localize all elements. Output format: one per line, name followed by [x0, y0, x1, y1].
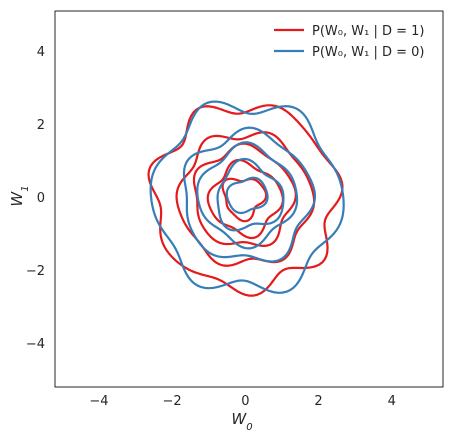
y-tick-label: −4 — [26, 337, 45, 352]
x-tick-label: 4 — [388, 394, 396, 409]
legend: P(W₀, W₁ | D = 1) P(W₀, W₁ | D = 0) — [274, 24, 424, 60]
contour-line-d1-level-0 — [147, 104, 344, 297]
y-tick-label: 4 — [37, 45, 45, 60]
x-axis-ticks: −4 −2 0 2 4 — [89, 394, 396, 409]
contour-line-d0-level-2 — [196, 141, 299, 250]
contour-line-d0-level-4 — [225, 176, 269, 215]
y-tick-label: 0 — [37, 191, 45, 206]
x-tick-label: −4 — [89, 394, 108, 409]
contour-line-d0-level-0 — [149, 100, 345, 294]
y-axis-ticks: −4 −2 0 2 4 — [26, 45, 45, 352]
contour-layer — [147, 100, 345, 297]
y-tick-label: −2 — [26, 264, 45, 279]
x-tick-label: 2 — [314, 394, 322, 409]
y-axis-label: W1 — [8, 185, 31, 206]
legend-label-d0: P(W₀, W₁ | D = 0) — [312, 45, 424, 60]
y-tick-label: 2 — [37, 118, 45, 133]
contour-line-d1-level-4 — [221, 177, 268, 223]
x-tick-label: 0 — [241, 394, 249, 409]
legend-label-d1: P(W₀, W₁ | D = 1) — [312, 24, 424, 39]
contour-line-d0-level-3 — [216, 157, 285, 232]
x-tick-label: −2 — [163, 394, 182, 409]
plot-frame — [54, 10, 444, 388]
x-axis-label: W0 — [231, 410, 252, 433]
contour-line-d1-level-1 — [175, 131, 316, 267]
contour-line-d0-level-1 — [182, 126, 317, 263]
